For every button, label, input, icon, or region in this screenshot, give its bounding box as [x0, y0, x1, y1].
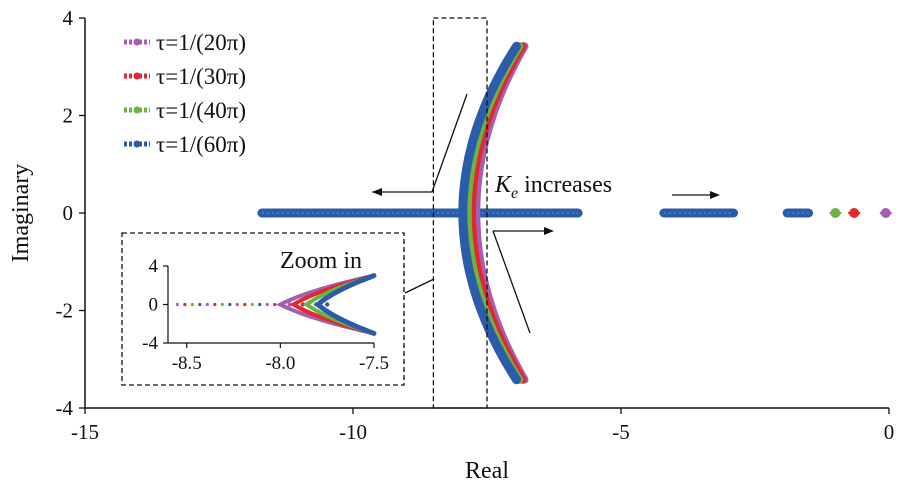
y-axis-label: Imaginary — [8, 164, 34, 263]
y-tick-label: 4 — [63, 6, 74, 30]
inset-real-axis-point — [243, 302, 247, 307]
inset-real-axis-point — [273, 302, 277, 307]
x-tick-label: -10 — [339, 420, 367, 444]
inset-x-tick-label: -8.0 — [265, 353, 295, 374]
inset-real-axis-point — [198, 302, 202, 307]
inset-vertex-point — [300, 302, 306, 307]
x-tick-label: 0 — [884, 420, 895, 444]
inset-real-axis-point — [183, 302, 187, 307]
inset-real-axis-point — [220, 302, 224, 307]
y-tick-label: 2 — [63, 104, 74, 128]
y-tick-group: 4 2 0 -2 -4 — [56, 6, 85, 420]
inset-y-tick-label: 4 — [149, 256, 159, 277]
gain-symbol: K — [494, 172, 513, 198]
inset-real-axis-point — [213, 302, 217, 307]
inset-real-axis-point — [228, 302, 232, 307]
annotation-arrows — [372, 93, 720, 334]
inset-x-tick-label: -8.5 — [172, 353, 202, 374]
gain-annotation: Ke increases — [494, 172, 612, 202]
inset-real-axis-point — [265, 302, 269, 307]
legend-swatch-dot-2 — [133, 72, 141, 80]
arrow-right-lower-head — [544, 227, 554, 235]
inset-real-axis-point — [190, 302, 194, 307]
inset-branch-4 — [313, 273, 377, 336]
x-tick-label: -5 — [612, 420, 630, 444]
zoom-label: Zoom in — [280, 248, 362, 274]
pointer-upper-line — [431, 93, 468, 193]
x-tick-group: -15 -10 -5 0 — [71, 408, 894, 444]
legend: τ=1/(20π) τ=1/(30π) τ=1/(40π) τ=1/(60π) — [124, 30, 246, 157]
legend-swatch-dot-3 — [133, 106, 141, 114]
inset-x-tick-label: -7.5 — [359, 353, 389, 374]
x-axis-label: Real — [465, 458, 509, 484]
legend-swatch-dot-4 — [133, 140, 141, 148]
gain-text: increases — [518, 172, 612, 198]
inset-y-tick-label: 0 — [149, 295, 159, 316]
inset-vertex-point — [324, 302, 330, 307]
y-tick-label: -2 — [56, 299, 74, 323]
zoom-connector-line — [404, 278, 435, 294]
inset-y-tick-label: -4 — [142, 333, 158, 354]
inset-real-axis-point — [258, 302, 262, 307]
inset-real-axis-point — [235, 302, 239, 307]
inset-real-axis-point — [205, 302, 209, 307]
legend-label-1: τ=1/(20π) — [156, 30, 246, 55]
arrow-left-head — [372, 188, 382, 196]
legend-label-2: τ=1/(30π) — [156, 64, 246, 89]
gain-subscript: e — [511, 185, 518, 202]
inset-chart: -8.5 -8.0 -7.5 4 0 -4 — [142, 256, 389, 374]
legend-label-3: τ=1/(40π) — [156, 98, 246, 123]
x-tick-label: -15 — [71, 420, 99, 444]
y-tick-label: -4 — [56, 396, 74, 420]
y-tick-label: 0 — [63, 201, 74, 225]
pointer-lower-line — [492, 230, 531, 334]
legend-label-4: τ=1/(60π) — [156, 132, 246, 157]
inset-real-axis-point — [250, 302, 254, 307]
inset-branch-2 — [289, 273, 376, 336]
root-locus-points — [257, 41, 892, 385]
inset-real-axis-point — [175, 302, 179, 307]
inset-frame — [121, 232, 405, 386]
zoom-region-box — [432, 17, 488, 409]
legend-swatch-dot-1 — [133, 38, 141, 46]
arrow-right-upper-head — [710, 191, 720, 199]
